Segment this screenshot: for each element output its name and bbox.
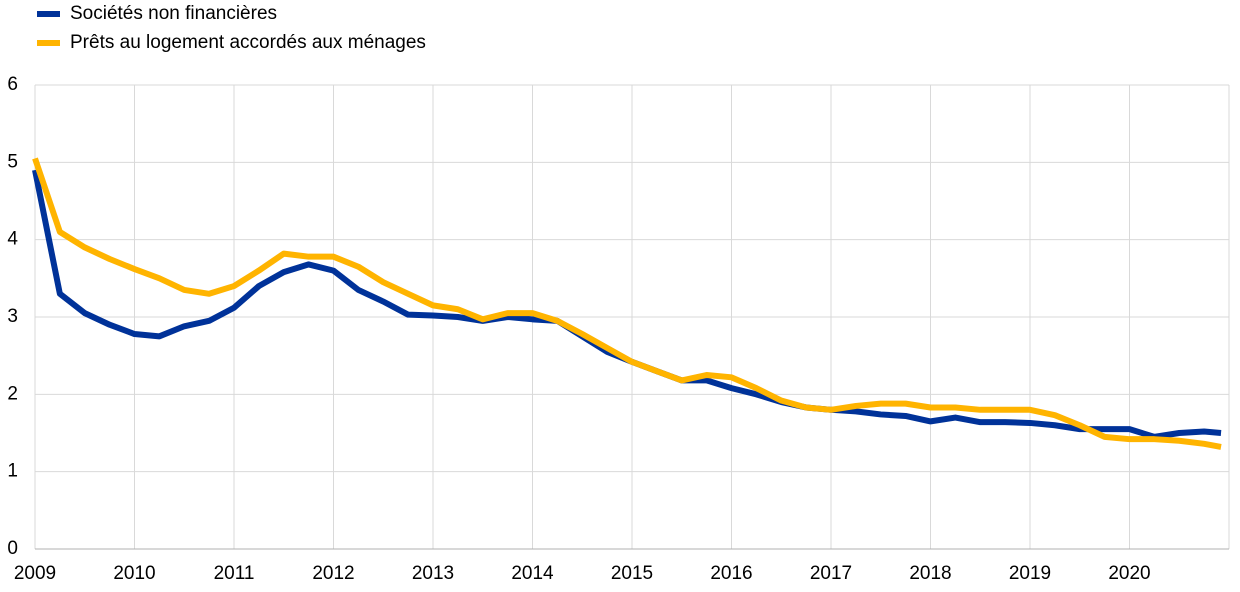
x-tick-label: 2012 xyxy=(312,563,354,584)
x-tick-label: 2015 xyxy=(611,563,653,584)
y-tick-label: 2 xyxy=(7,383,18,404)
y-tick-label: 3 xyxy=(7,306,18,327)
x-tick-label: 2018 xyxy=(909,563,951,584)
x-tick-label: 2009 xyxy=(14,563,56,584)
series-line xyxy=(32,157,1222,450)
x-tick-label: 2019 xyxy=(1009,563,1051,584)
series-line xyxy=(32,169,1222,440)
x-tick-label: 2020 xyxy=(1108,563,1150,584)
x-tick-label: 2011 xyxy=(214,563,255,584)
legend-label: Sociétés non financières xyxy=(70,3,277,24)
x-tick-label: 2014 xyxy=(511,563,554,584)
x-tick-label: 2017 xyxy=(810,563,852,584)
x-tick-label: 2016 xyxy=(710,563,752,584)
y-tick-label: 1 xyxy=(7,461,18,482)
y-tick-label: 5 xyxy=(7,151,18,172)
y-tick-label: 0 xyxy=(7,538,18,559)
y-tick-label: 4 xyxy=(7,229,18,250)
x-tick-label: 2010 xyxy=(113,563,155,584)
y-tick-label: 6 xyxy=(7,74,18,95)
x-tick-label: 2013 xyxy=(412,563,454,584)
legend-label: Prêts au logement accordés aux ménages xyxy=(70,32,426,53)
